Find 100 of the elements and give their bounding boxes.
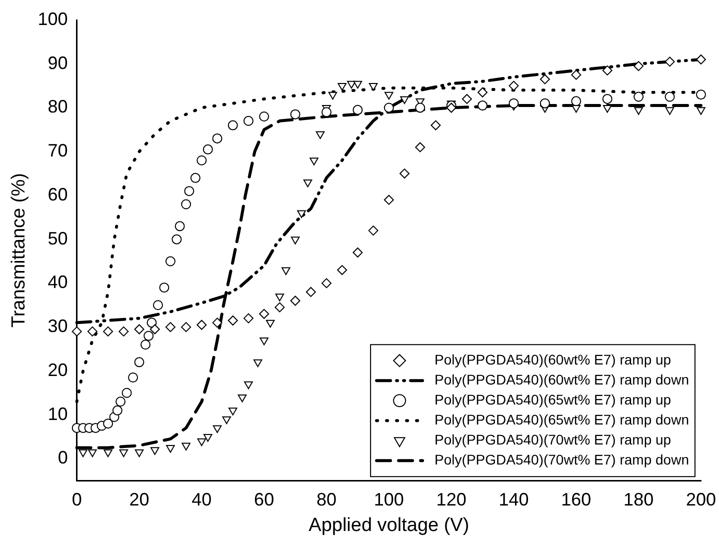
point [259,308,270,319]
point [196,320,207,330]
point [152,300,163,310]
point [144,330,154,341]
point [184,186,194,196]
y-tick-label: 10 [48,404,68,424]
point [540,98,550,108]
point [696,107,706,115]
point [134,357,144,368]
point [266,320,275,328]
point [243,313,254,324]
x-tick-label: 20 [129,489,150,510]
point [571,70,582,80]
y-tick-label: 40 [48,272,68,292]
point [253,359,262,368]
point [400,168,410,179]
point [303,180,312,188]
point [112,405,122,416]
x-tick-label: 120 [436,489,466,510]
point [321,107,332,118]
point [352,104,363,115]
point [134,449,144,458]
point [338,83,346,91]
x-tick-label: 200 [686,489,716,510]
point [664,56,675,67]
point [664,92,675,102]
point [328,92,338,100]
point [297,210,306,218]
point [238,394,247,402]
point [165,256,176,266]
point [196,155,207,166]
point [430,120,441,130]
point [103,326,114,336]
point [274,302,285,312]
y-tick-label: 90 [48,52,68,73]
y-axis-title: Transmittance (%) [8,173,30,328]
x-tick-label: 40 [192,489,212,510]
x-tick-label: 140 [498,489,529,510]
point [321,278,332,288]
point [282,267,290,276]
point [174,221,185,232]
point [415,142,426,152]
point [634,107,643,115]
point [384,92,394,100]
legend-label: Poly(PPGDA540)(65wt% E7) ramp up [434,391,672,408]
point [197,438,206,446]
point [181,199,192,210]
point [172,234,182,244]
point [306,286,316,297]
y-tick-label: 20 [48,360,68,380]
point [202,144,213,154]
point [634,61,644,72]
legend-label: Poly(PPGDA540)(70wt% E7) ramp up [434,431,672,448]
point [384,102,394,113]
point [190,172,200,183]
point [462,94,472,104]
point [165,322,176,332]
point [337,265,348,276]
point [400,96,409,104]
point [352,247,363,258]
y-tick-label: 100 [38,8,68,29]
point [368,226,378,236]
point [353,80,362,89]
point [140,340,150,350]
point [128,372,138,383]
point [290,236,300,244]
point [384,194,394,205]
x-tick-label: 0 [72,489,82,510]
point [602,104,612,113]
point [88,449,97,458]
point [275,294,284,302]
point [119,449,128,458]
point [602,94,612,104]
point [122,388,132,398]
point [260,337,268,346]
point [182,442,190,451]
point [415,102,426,113]
point [87,326,98,336]
point [134,324,144,334]
point [696,54,706,64]
point [103,418,114,429]
point [228,120,238,130]
x-axis-title: Applied voltage (V) [308,514,470,536]
point [78,449,88,458]
point [696,90,706,100]
legend-label: Poly(PPGDA540)(60wt% E7) ramp up [434,351,672,368]
point [665,107,674,115]
point [72,326,82,336]
point [166,444,175,453]
y-tick-label: 60 [48,184,68,204]
point [310,158,318,166]
point [116,396,126,407]
point [118,326,129,336]
point [150,447,160,455]
point [228,315,238,326]
y-tick-label: 50 [48,228,68,248]
legend-label: Poly(PPGDA540)(65wt% E7) ramp down [434,411,689,428]
point [222,416,232,424]
x-tick-label: 80 [316,489,337,510]
point [572,104,581,113]
